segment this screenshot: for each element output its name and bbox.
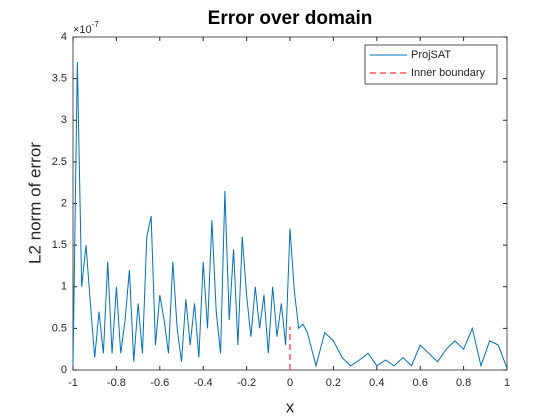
y-tick-label: 0 — [61, 364, 67, 376]
x-axis-label: x — [286, 397, 295, 416]
y-tick-label: 2 — [61, 197, 67, 209]
x-tick-label: 0.6 — [413, 377, 428, 389]
x-tick-label: -0.6 — [150, 377, 169, 389]
x-tick-label: -0.4 — [194, 377, 213, 389]
y-multiplier: ×10-7 — [73, 20, 99, 36]
chart-title: Error over domain — [208, 8, 373, 29]
x-tick-label: -0.8 — [107, 377, 126, 389]
legend-box — [364, 44, 498, 85]
x-tick-label: 0.4 — [369, 377, 384, 389]
y-tick-label: 1 — [61, 281, 67, 293]
y-axis-label: L2 norm of error — [25, 142, 44, 264]
series-line — [72, 61, 508, 369]
y-tick-label: 1.5 — [52, 239, 67, 251]
y-tick-label: 3.5 — [52, 73, 67, 85]
x-tick-label: -0.2 — [237, 377, 256, 389]
plot-area — [72, 36, 508, 371]
y-tick-label: 0.5 — [52, 322, 67, 334]
legend-label: Inner boundary — [411, 67, 485, 79]
x-tick-label: 1 — [504, 377, 510, 389]
legend-label: ProjSAT — [411, 49, 451, 61]
x-tick-label: -1 — [68, 377, 78, 389]
x-tick-label: 0.8 — [456, 377, 471, 389]
y-tick-label: 3 — [61, 114, 67, 126]
multiplier-base: ×10 — [73, 24, 92, 36]
x-tick-label: 0.2 — [326, 377, 341, 389]
x-tick-label: 0 — [287, 377, 293, 389]
y-tick-label: 4 — [61, 31, 67, 43]
y-tick-label: 2.5 — [52, 156, 67, 168]
multiplier-exponent: -7 — [92, 20, 100, 29]
